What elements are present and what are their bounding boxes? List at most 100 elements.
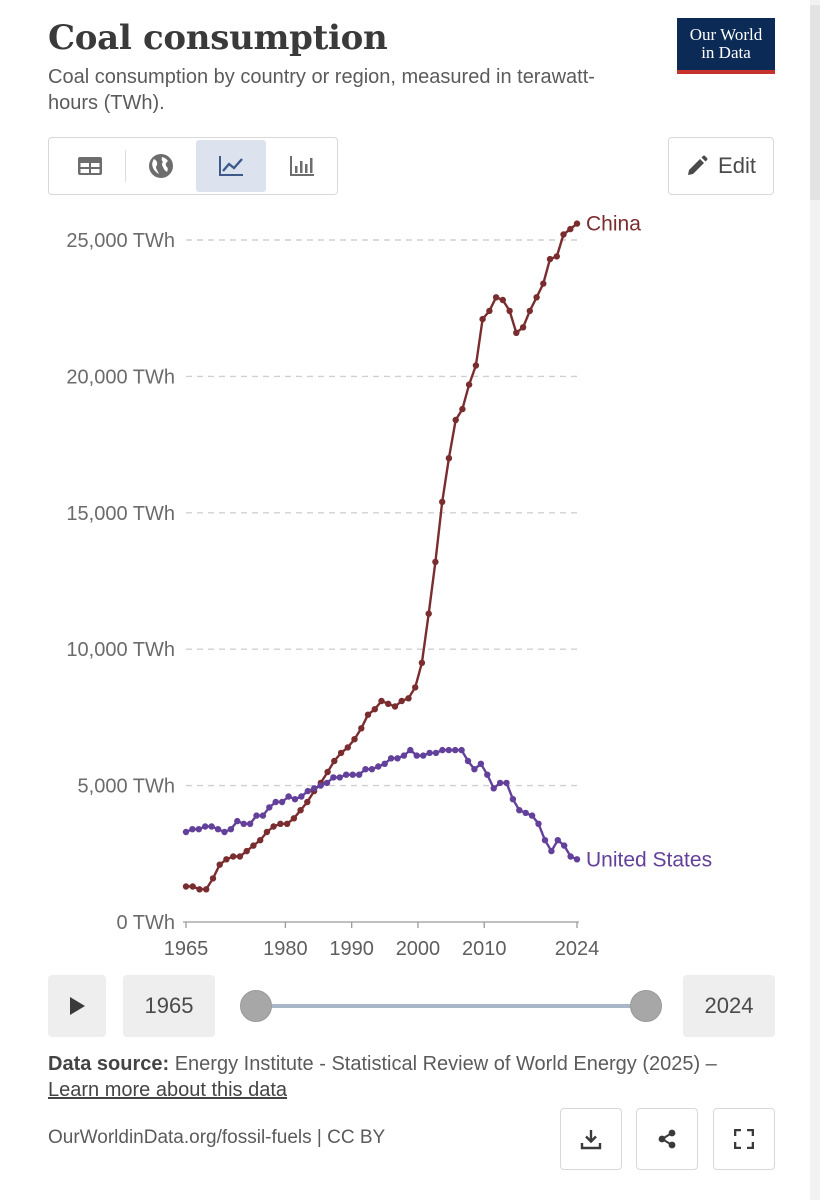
y-tick-label: 25,000 TWh: [66, 230, 175, 252]
start-year-handle[interactable]: [240, 990, 272, 1022]
data-point-china: [230, 853, 237, 860]
data-point-united-states: [387, 755, 395, 762]
data-point-china: [472, 362, 480, 369]
data-point-united-states: [573, 856, 581, 863]
data-point-china: [257, 837, 264, 844]
data-point-united-states: [202, 823, 209, 830]
data-point-united-states: [266, 804, 273, 811]
series-line-china: [186, 222, 578, 891]
data-point-united-states: [253, 812, 260, 819]
data-point-china: [324, 768, 331, 776]
timeline-track[interactable]: [256, 1004, 646, 1008]
data-point-united-states: [311, 785, 318, 792]
data-point-china: [567, 225, 574, 233]
x-tick-label: 1965: [164, 938, 209, 960]
data-point-china: [304, 798, 311, 806]
data-point-united-states: [420, 752, 427, 759]
data-point-china: [371, 706, 378, 713]
series-label-united-states: United States: [586, 848, 712, 871]
data-point-china: [236, 853, 244, 860]
data-point-united-states: [458, 746, 465, 754]
data-point-china: [182, 883, 190, 890]
data-point-united-states: [426, 749, 433, 757]
data-point-china: [337, 749, 345, 757]
data-point-united-states: [368, 766, 376, 773]
data-point-china: [189, 883, 196, 890]
data-point-united-states: [336, 774, 343, 781]
data-point-united-states: [349, 771, 356, 778]
end-year-box[interactable]: 2024: [683, 975, 775, 1037]
start-year-box[interactable]: 1965: [123, 975, 215, 1037]
y-tick-label: 20,000 TWh: [66, 366, 175, 388]
owid-logo[interactable]: Our World in Data: [677, 18, 775, 74]
data-point-united-states: [535, 820, 542, 827]
tab-line-chart[interactable]: [196, 140, 266, 192]
data-point-china: [358, 725, 365, 732]
data-point-united-states: [291, 796, 299, 803]
series-line-united-states: [185, 748, 578, 861]
logo-line-2: in Data: [701, 43, 751, 62]
data-point-united-states: [554, 837, 561, 844]
data-point-united-states: [246, 820, 254, 827]
play-button[interactable]: [48, 975, 106, 1037]
data-point-united-states: [195, 826, 202, 833]
data-point-united-states: [189, 826, 196, 833]
data-point-china: [492, 294, 500, 301]
scrollbar-thumb[interactable]: [810, 5, 820, 200]
data-point-china: [465, 381, 473, 388]
license-text: OurWorldinData.org/fossil-fuels | CC BY: [48, 1127, 386, 1148]
edit-button-label: Edit: [718, 153, 756, 178]
data-point-china: [243, 847, 250, 855]
tab-table[interactable]: [55, 140, 125, 192]
data-point-china: [452, 416, 459, 424]
scrollbar[interactable]: [810, 0, 820, 1200]
data-point-china: [412, 684, 419, 691]
share-button[interactable]: [636, 1108, 698, 1170]
data-point-united-states: [343, 771, 350, 778]
data-point-china: [546, 255, 554, 263]
y-tick-label: 15,000 TWh: [66, 503, 175, 525]
data-point-china: [216, 861, 223, 868]
data-point-united-states: [400, 752, 408, 759]
data-point-united-states: [272, 798, 279, 806]
end-year-handle[interactable]: [630, 990, 662, 1022]
fullscreen-button[interactable]: [713, 1108, 775, 1170]
data-point-united-states: [471, 766, 478, 773]
data-point-china: [250, 842, 257, 849]
x-axis: 1965 1980 1990 2000 2010 2024: [164, 921, 599, 960]
data-point-china: [499, 296, 506, 304]
data-point-china: [439, 498, 446, 506]
data-point-china: [560, 231, 567, 238]
data-point-china: [418, 659, 426, 666]
data-point-united-states: [509, 796, 517, 803]
data-point-united-states: [362, 766, 369, 773]
data-point-united-states: [304, 787, 311, 795]
data-point-china: [526, 307, 533, 315]
data-point-china: [290, 815, 298, 822]
data-point-united-states: [323, 779, 331, 787]
data-point-china: [283, 820, 291, 827]
data-point-united-states: [259, 812, 267, 819]
download-button[interactable]: [560, 1108, 622, 1170]
data-point-united-states: [490, 785, 497, 792]
data-point-united-states: [330, 774, 337, 781]
data-point-china: [519, 324, 527, 331]
series-label-china: China: [586, 213, 641, 236]
data-point-china: [270, 823, 277, 830]
data-point-united-states: [477, 760, 485, 767]
data-point-china: [432, 558, 439, 566]
data-point-united-states: [182, 828, 190, 836]
data-point-china: [445, 455, 453, 462]
tab-bar-chart[interactable]: [267, 140, 337, 192]
data-point-united-states: [445, 746, 452, 754]
edit-button[interactable]: Edit: [668, 137, 774, 195]
data-point-china: [540, 280, 547, 287]
source-label: Data source:: [48, 1053, 170, 1075]
data-point-china: [405, 695, 412, 702]
data-point-china: [378, 697, 385, 705]
data-point-china: [479, 315, 486, 323]
learn-more-link[interactable]: Learn more about this data: [48, 1079, 288, 1101]
tab-map[interactable]: [126, 140, 196, 192]
data-point-united-states: [413, 752, 420, 759]
x-tick-label: 2000: [396, 938, 441, 960]
